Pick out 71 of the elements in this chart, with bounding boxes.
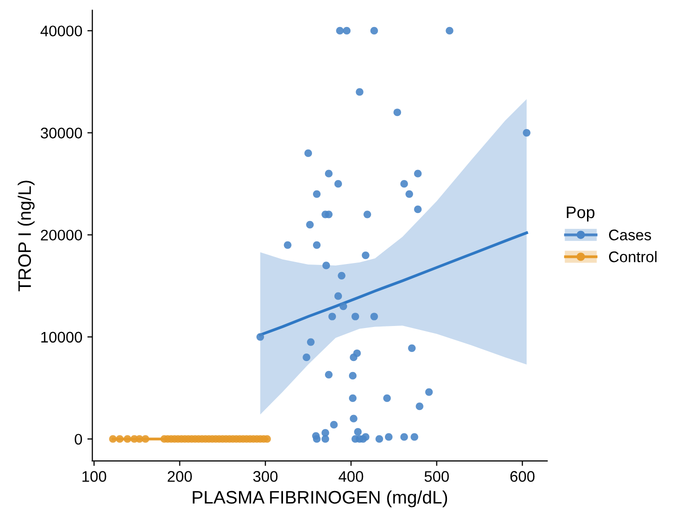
point [322,429,330,437]
y-tick-label: 30000 [40,128,82,138]
y-tick-label: 10000 [41,332,82,343]
point [348,372,357,380]
point [302,354,310,362]
point [328,312,336,320]
point [370,312,378,320]
point [414,170,422,178]
point [312,241,321,249]
point [352,312,360,320]
point [408,344,416,352]
point [322,262,330,270]
point [446,26,454,35]
x-axis-title: PLASMA FIBRINOGEN (mg/dL) [192,490,448,508]
point [109,435,117,443]
point [376,435,384,443]
point [522,128,530,137]
point [400,180,408,188]
point [142,435,150,443]
x-tick-label: 500 [424,471,449,482]
point [324,170,333,178]
y-tick-label: 20000 [40,230,82,241]
point [312,435,321,443]
point [324,370,333,378]
point [334,292,342,300]
point [350,414,358,422]
point [348,394,357,402]
point [356,88,364,96]
point [362,251,370,260]
point [116,435,124,443]
legend-title: Pop [566,206,594,222]
point [410,433,418,441]
point [263,435,271,443]
x-tick-label: 200 [168,471,192,482]
point [414,206,422,214]
point [304,149,312,157]
legend-label: Cases [609,230,652,240]
legend-label: Control [609,251,657,262]
point [353,349,361,358]
point [306,338,315,346]
point [340,302,348,310]
point [416,402,424,410]
point [383,394,391,402]
point [338,272,346,280]
y-axis-title: TROP I (ng/L) [18,180,35,292]
point [306,220,314,228]
point [362,433,370,441]
point [334,180,342,188]
y-tick-label: 0 [74,434,82,445]
point [400,433,408,441]
point [364,210,372,218]
point [124,435,132,443]
point [322,435,330,443]
point [354,428,362,436]
point [405,190,414,198]
point [342,26,351,35]
point [425,388,433,396]
x-tick-label: 300 [253,471,278,482]
point [336,26,344,35]
point [256,333,264,341]
y-tick-label: 40000 [40,26,82,36]
point [330,420,338,428]
point [393,108,402,116]
x-tick-label: 400 [338,471,364,482]
point [384,433,393,441]
x-tick-label: 100 [82,471,106,482]
point [370,26,378,35]
point [284,241,292,249]
point [324,210,333,218]
x-tick-label: 600 [510,471,535,482]
point [312,190,321,198]
